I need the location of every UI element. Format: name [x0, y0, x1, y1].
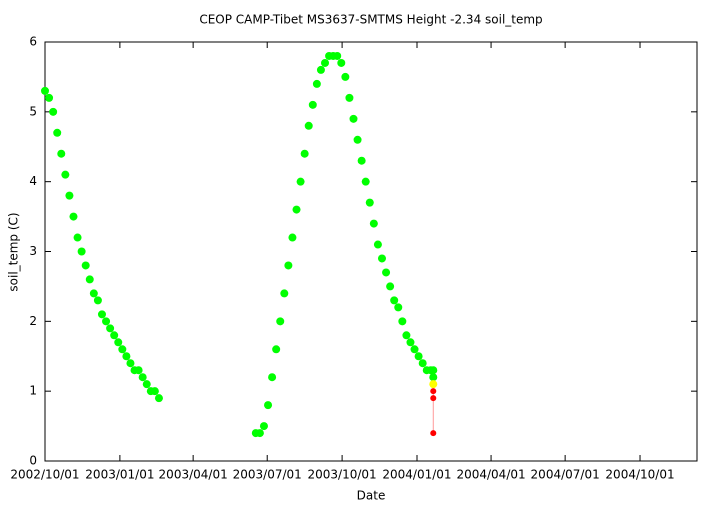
data-point — [97, 310, 106, 319]
data-point — [259, 422, 268, 431]
data-point — [410, 345, 419, 354]
data-point — [406, 338, 415, 347]
data-point — [49, 107, 58, 116]
data-point — [429, 373, 438, 382]
plot-frame — [44, 41, 698, 462]
y-tick-label: 4 — [29, 174, 37, 188]
data-point — [65, 191, 74, 200]
data-point — [45, 93, 54, 102]
data-point — [106, 324, 115, 333]
x-tick-label: 2004/10/01 — [605, 468, 674, 482]
data-point — [414, 352, 423, 361]
data-point — [429, 366, 438, 375]
data-point — [361, 177, 370, 186]
data-point — [337, 58, 346, 67]
data-point — [85, 275, 94, 284]
data-point — [365, 198, 374, 207]
x-axis-label: Date — [357, 489, 386, 503]
data-point — [304, 121, 313, 130]
y-axis-label: soil_temp (C) — [7, 212, 21, 291]
x-tick-label: 2002/10/01 — [10, 468, 79, 482]
data-point — [264, 401, 273, 410]
data-point — [296, 177, 305, 186]
data-point — [142, 380, 151, 389]
data-point — [61, 170, 70, 179]
chart-title: CEOP CAMP-Tibet MS3637-SMTMS Height -2.3… — [199, 13, 542, 27]
data-point — [134, 366, 143, 375]
data-point — [126, 359, 135, 368]
y-tick-label: 1 — [29, 384, 37, 398]
data-point — [276, 317, 285, 326]
data-point — [390, 296, 399, 305]
data-point — [93, 296, 102, 305]
data-point — [402, 331, 411, 340]
y-tick-label: 3 — [29, 244, 37, 258]
data-point — [102, 317, 111, 326]
data-point — [418, 359, 427, 368]
data-point — [430, 388, 437, 395]
data-point — [333, 51, 342, 60]
y-tick-label: 6 — [29, 35, 37, 49]
data-point — [53, 128, 62, 137]
data-point — [288, 233, 297, 242]
data-point — [110, 331, 119, 340]
y-tick-label: 5 — [29, 104, 37, 118]
data-point — [73, 233, 82, 242]
data-point — [280, 289, 289, 298]
x-tick-label: 2003/10/01 — [308, 468, 377, 482]
data-point — [284, 261, 293, 270]
data-point — [57, 149, 66, 158]
data-point — [255, 429, 264, 438]
data-point — [382, 268, 391, 277]
x-tick-label: 2004/01/01 — [382, 468, 451, 482]
x-tick-label: 2003/04/01 — [159, 468, 228, 482]
data-point — [341, 72, 350, 81]
x-tick-label: 2004/07/01 — [531, 468, 600, 482]
data-point — [353, 135, 362, 144]
data-point — [77, 247, 86, 256]
data-point — [118, 345, 127, 354]
y-tick-label: 2 — [29, 314, 37, 328]
data-point — [429, 380, 438, 389]
data-point — [69, 212, 78, 221]
data-point — [430, 430, 437, 437]
data-point — [373, 240, 382, 249]
data-point — [114, 338, 123, 347]
x-tick-label: 2004/04/01 — [456, 468, 525, 482]
data-point — [41, 86, 49, 95]
data-point — [349, 114, 358, 123]
data-point — [292, 205, 301, 214]
data-point — [316, 65, 325, 74]
data-point — [150, 387, 159, 396]
data-point — [300, 149, 309, 158]
y-tick-label: 0 — [29, 454, 37, 468]
data-point — [308, 100, 317, 109]
data-point — [430, 395, 437, 402]
data-point — [81, 261, 90, 270]
data-point — [154, 394, 163, 403]
data-point — [138, 373, 147, 382]
data-point — [272, 345, 281, 354]
data-point — [398, 317, 407, 326]
data-point — [386, 282, 395, 291]
x-tick-label: 2003/07/01 — [233, 468, 302, 482]
data-point — [312, 79, 321, 88]
data-point — [122, 352, 131, 361]
data-point — [89, 289, 98, 298]
data-point — [345, 93, 354, 102]
data-point — [357, 156, 366, 165]
data-point — [369, 219, 378, 228]
data-point — [394, 303, 403, 312]
data-point — [268, 373, 277, 382]
data-point — [377, 254, 386, 263]
x-tick-label: 2003/01/01 — [85, 468, 154, 482]
data-point — [321, 58, 330, 67]
